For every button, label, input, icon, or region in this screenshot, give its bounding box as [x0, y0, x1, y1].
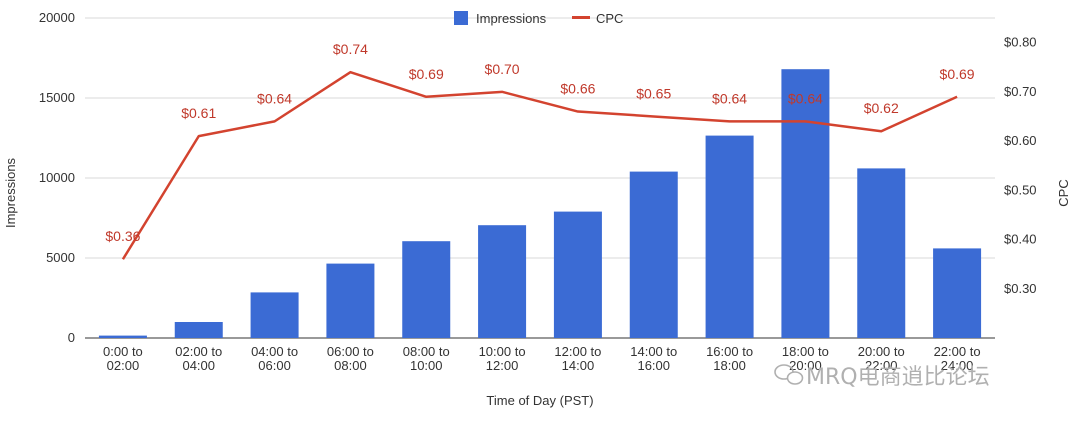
cpc-data-label: $0.36: [105, 228, 140, 244]
y2-tick-label: $0.70: [1004, 84, 1037, 99]
left-axis-ticks: 0 5000 10000 15000 20000: [39, 10, 75, 345]
x-axis-title: Time of Day (PST): [486, 393, 593, 408]
cpc-line[interactable]: [121, 70, 958, 260]
watermark-text: MRQ电商逍比论坛: [806, 365, 990, 390]
x-tick-label: 16:00 to 18:00: [706, 344, 753, 373]
impressions-bar[interactable]: [478, 225, 527, 338]
impressions-bar[interactable]: [402, 241, 451, 338]
cpc-data-label: $0.69: [940, 66, 975, 82]
impressions-bar[interactable]: [98, 335, 147, 338]
impressions-bars: [98, 69, 982, 338]
y-tick-label: 15000: [39, 90, 75, 105]
x-tick-line: 08:00: [334, 358, 367, 373]
x-tick-line: 18:00: [713, 358, 746, 373]
cpc-data-label: $0.64: [257, 90, 292, 106]
x-tick-line: 22:00 to: [934, 344, 981, 359]
cpc-data-label: $0.61: [181, 105, 216, 121]
y2-tick-label: $0.60: [1004, 133, 1037, 148]
x-tick-line: 22:00: [865, 358, 898, 373]
y2-tick-label: $0.40: [1004, 232, 1037, 247]
legend-cpc-label: CPC: [596, 11, 623, 26]
wechat-icon: [774, 364, 804, 385]
x-tick-line: 12:00 to: [554, 344, 601, 359]
x-tick-label: 20:00 to 22:00: [858, 344, 905, 373]
y-tick-label: 20000: [39, 10, 75, 25]
cpc-line-group: [121, 70, 958, 260]
cpc-data-label: $0.65: [636, 85, 671, 101]
x-tick-label: 10:00 to 12:00: [479, 344, 526, 373]
x-tick-label: 0:00 to 02:00: [103, 344, 143, 373]
y-axis-title: Impressions: [3, 157, 18, 228]
x-tick-line: 12:00: [486, 358, 519, 373]
x-tick-line: 04:00 to: [251, 344, 298, 359]
x-tick-label: 14:00 to 16:00: [630, 344, 677, 373]
x-tick-line: 14:00: [562, 358, 595, 373]
x-tick-label: 08:00 to 10:00: [403, 344, 450, 373]
cpc-data-label: $0.69: [409, 66, 444, 82]
cpc-data-labels: $0.36 $0.61 $0.64 $0.74 $0.69 $0.70 $0.66 $0.65…: [105, 41, 974, 244]
x-tick-line: 06:00: [258, 358, 291, 373]
x-tick-label: 12:00 to 14:00: [554, 344, 601, 373]
gridlines: [85, 17, 995, 339]
cpc-data-label: $0.64: [788, 90, 823, 106]
y2-axis-title: CPC: [1056, 179, 1071, 206]
y-tick-label: 10000: [39, 170, 75, 185]
impressions-bar[interactable]: [629, 171, 678, 338]
x-tick-label: 22:00 to 24:00: [934, 344, 981, 373]
x-tick-line: 10:00 to: [479, 344, 526, 359]
watermark: MRQ电商逍比论坛: [774, 364, 990, 390]
x-tick-line: 20:00: [789, 358, 822, 373]
legend-impressions-swatch: [454, 11, 468, 25]
x-tick-line: 04:00: [182, 358, 215, 373]
cpc-data-label: $0.64: [712, 90, 747, 106]
legend[interactable]: Impressions CPC: [454, 11, 623, 26]
y2-tick-label: $0.80: [1004, 35, 1037, 50]
cpc-data-label: $0.62: [864, 100, 899, 116]
y2-tick-label: $0.50: [1004, 182, 1037, 197]
x-tick-line: 18:00 to: [782, 344, 829, 359]
x-tick-line: 0:00 to: [103, 344, 143, 359]
right-axis-ticks: $0.30 $0.40 $0.50 $0.60 $0.70 $0.80: [1004, 35, 1037, 296]
impressions-bar[interactable]: [174, 322, 223, 338]
x-tick-line: 16:00 to: [706, 344, 753, 359]
legend-cpc-swatch: [572, 16, 590, 19]
x-tick-label: 02:00 to 04:00: [175, 344, 222, 373]
legend-impressions-label: Impressions: [476, 11, 547, 26]
impressions-bar[interactable]: [705, 135, 754, 338]
cpc-data-label: $0.74: [333, 41, 368, 57]
x-tick-line: 08:00 to: [403, 344, 450, 359]
x-tick-line: 02:00 to: [175, 344, 222, 359]
x-tick-line: 16:00: [637, 358, 670, 373]
x-tick-line: 24:00: [941, 358, 974, 373]
impressions-bar[interactable]: [326, 263, 375, 338]
x-tick-line: 20:00 to: [858, 344, 905, 359]
impressions-bar[interactable]: [250, 292, 299, 338]
impressions-bar[interactable]: [857, 168, 906, 338]
impressions-bar[interactable]: [781, 69, 830, 338]
y-tick-label: 5000: [46, 250, 75, 265]
x-tick-line: 06:00 to: [327, 344, 374, 359]
x-tick-label: 04:00 to 06:00: [251, 344, 298, 373]
impressions-bar[interactable]: [933, 248, 982, 338]
x-tick-line: 14:00 to: [630, 344, 677, 359]
y2-tick-label: $0.30: [1004, 281, 1037, 296]
cpc-data-label: $0.70: [485, 61, 520, 77]
x-tick-label: 18:00 to 20:00: [782, 344, 829, 373]
x-tick-line: 02:00: [107, 358, 140, 373]
cpc-data-label: $0.66: [560, 81, 595, 97]
x-tick-line: 10:00: [410, 358, 443, 373]
y-tick-label: 0: [68, 330, 75, 345]
impressions-bar[interactable]: [553, 211, 602, 338]
x-tick-label: 06:00 to 08:00: [327, 344, 374, 373]
